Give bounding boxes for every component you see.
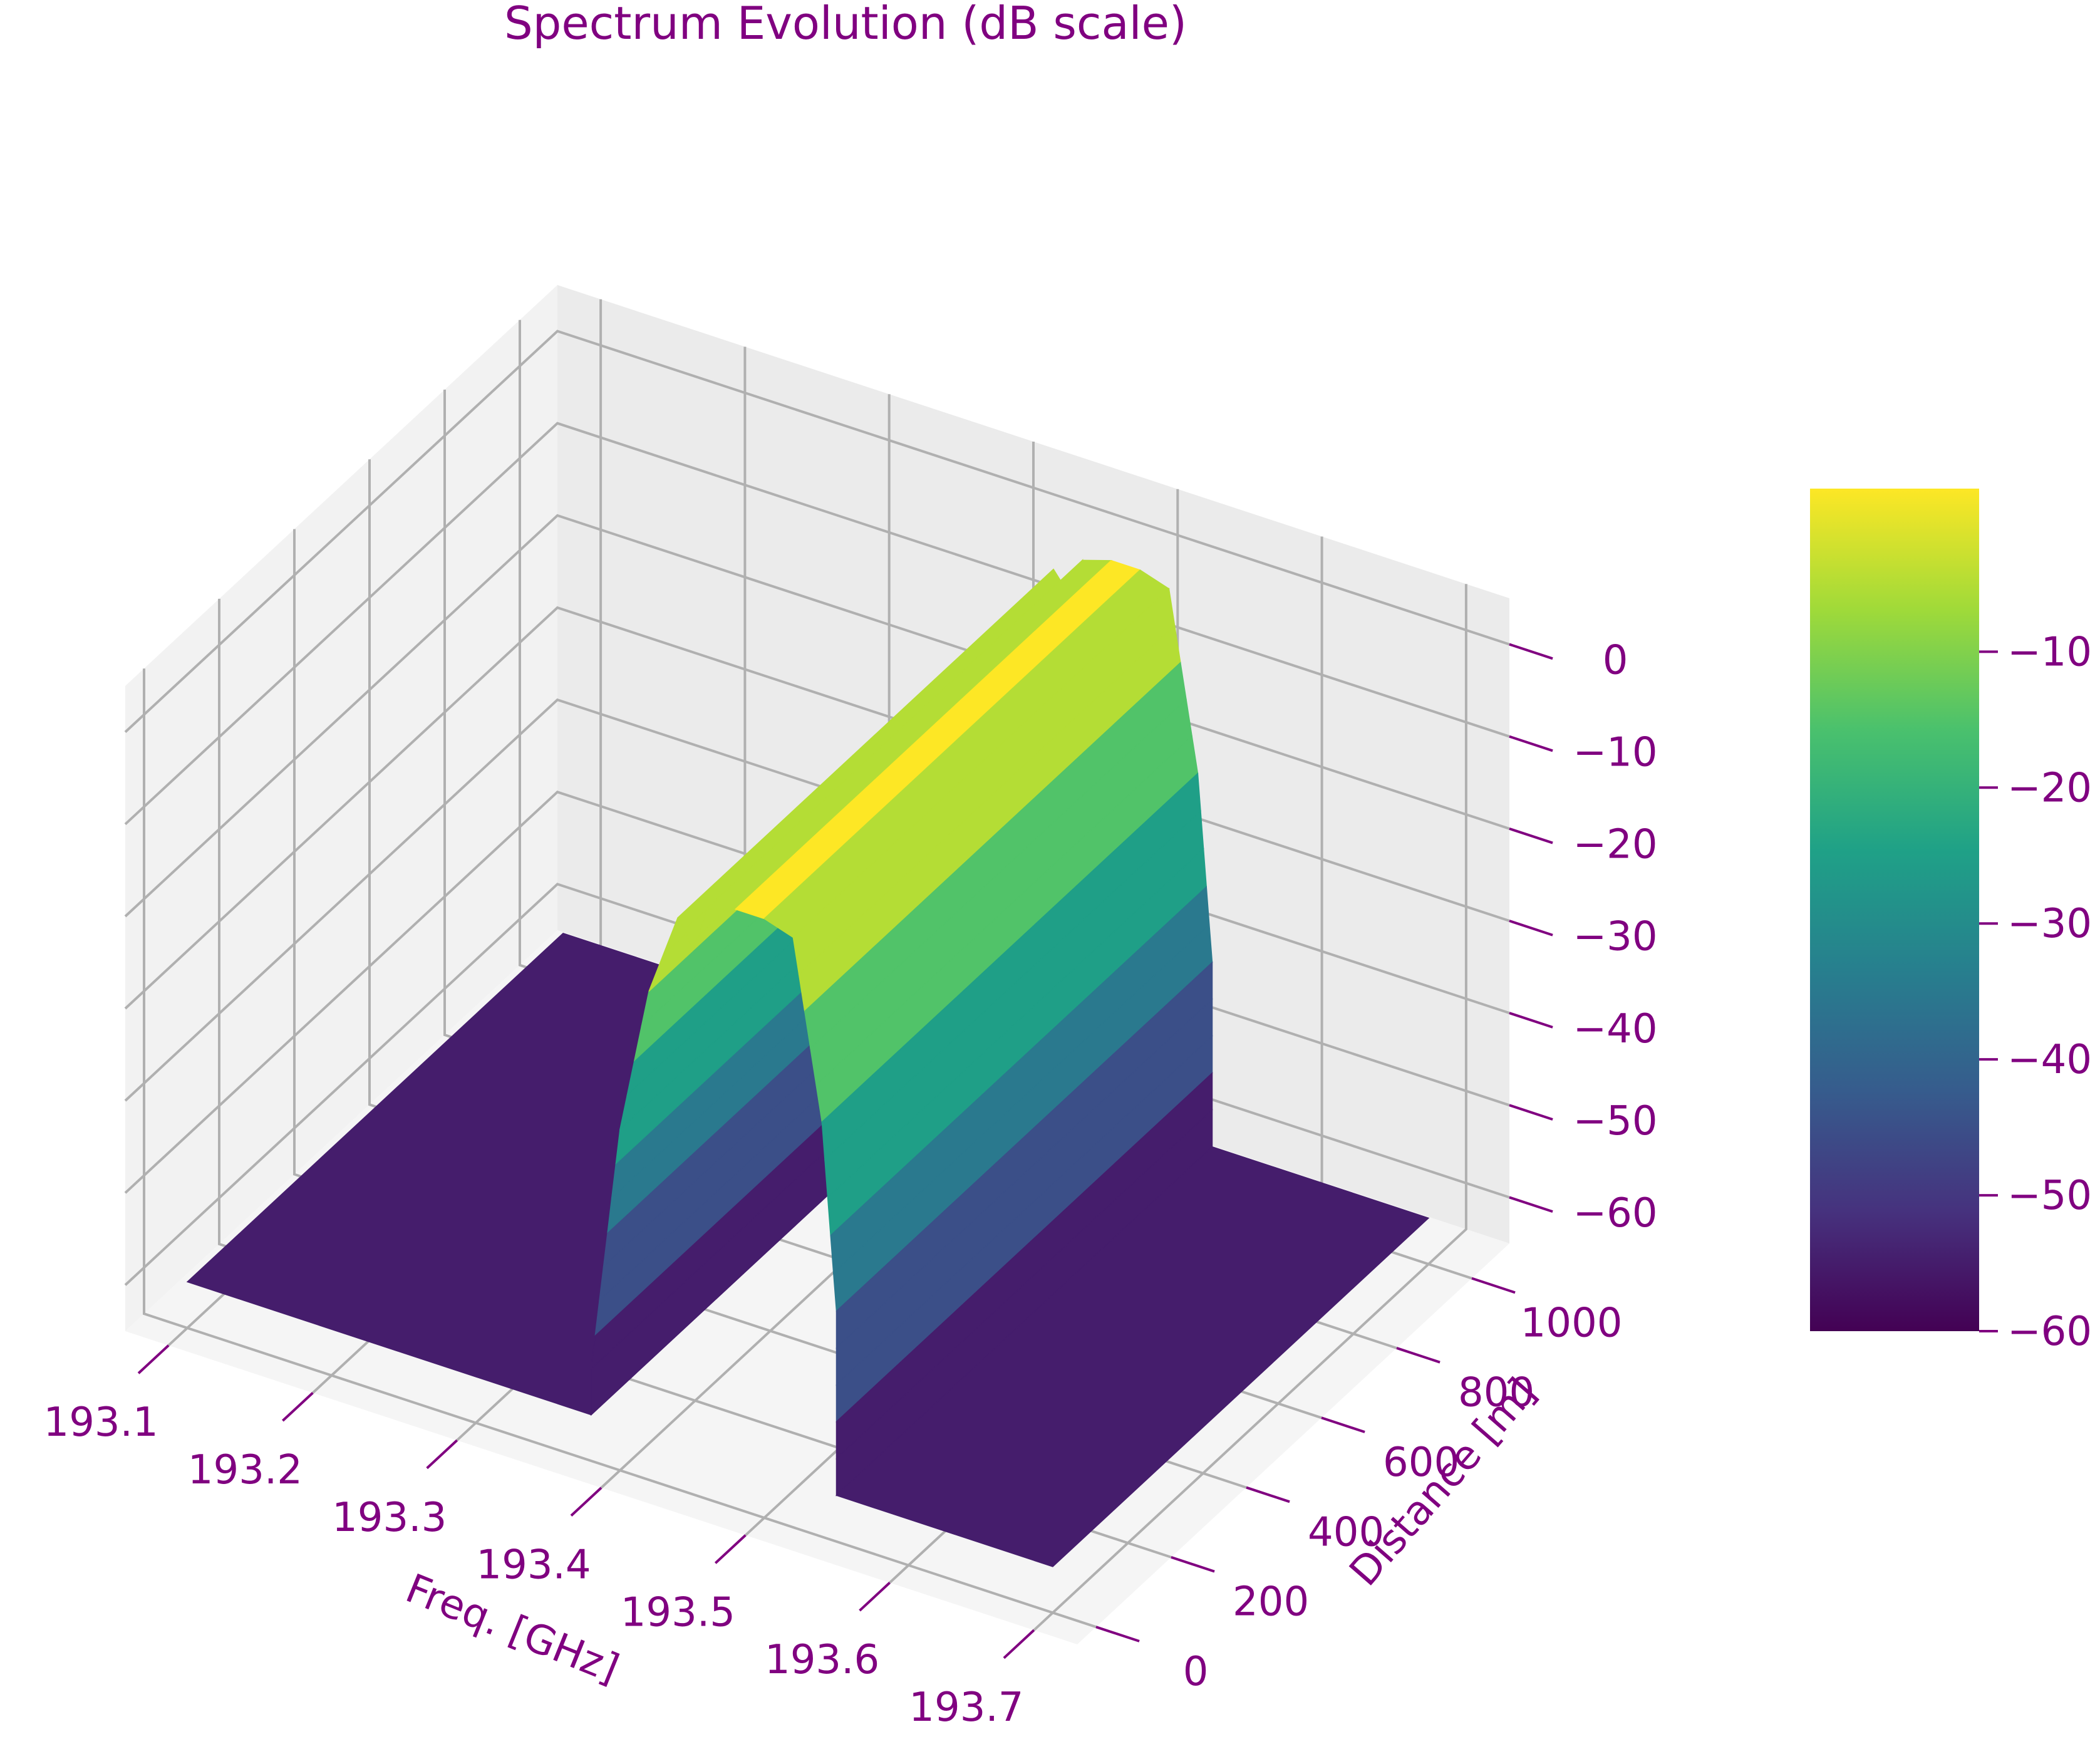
z-tick-mark — [1509, 1196, 1553, 1213]
colorbar-tick-label: −20 — [2007, 765, 2092, 811]
grid-line-z — [124, 422, 1510, 826]
colorbar: −10 −20 −30 −40 −50 −60 — [1810, 489, 2092, 1355]
grid-line-x — [1033, 584, 1467, 1631]
z-tick-label: −10 — [1573, 729, 1658, 776]
grid-line-y — [143, 668, 1097, 1629]
z-tick-mark — [1509, 1104, 1553, 1121]
y-tick-label: 800 — [1458, 1370, 1534, 1416]
y-tick-mark — [1171, 1555, 1215, 1573]
colorbar-tick-label: −40 — [2007, 1037, 2092, 1083]
x-tick-label: 193.1 — [43, 1399, 158, 1446]
x-tick-mark — [426, 1439, 458, 1470]
z-tick-mark — [1509, 827, 1553, 844]
x-tick-label: 193.4 — [476, 1542, 591, 1589]
colorbar-gradient — [1810, 489, 1979, 1331]
y-tick-label: 0 — [1183, 1649, 1209, 1695]
x-tick-mark — [570, 1487, 603, 1517]
z-tick-label: −20 — [1573, 822, 1658, 868]
colorbar-tick-label: −50 — [2007, 1173, 2092, 1219]
y-tick-mark — [1471, 1277, 1516, 1294]
surface-facet — [835, 1146, 1430, 1567]
z-tick-mark — [1509, 1012, 1553, 1029]
y-tick-label: 200 — [1233, 1579, 1309, 1626]
y-tick-mark — [1246, 1486, 1290, 1503]
x-tick-label: 193.3 — [332, 1495, 447, 1541]
x-tick-mark — [1003, 1629, 1035, 1659]
z-tick-label: −40 — [1573, 1006, 1658, 1052]
z-tick-label: −60 — [1573, 1190, 1658, 1237]
x-tick-mark — [714, 1534, 747, 1564]
axis-ticks: 193.1 193.2 193.3 193.4 193.5 193.6 193.7 0 200 4… — [43, 637, 1657, 1730]
z-tick-mark — [1509, 920, 1553, 937]
x-tick-mark — [859, 1582, 891, 1612]
y-tick-label: 400 — [1308, 1509, 1384, 1555]
y-tick-mark — [1095, 1626, 1140, 1642]
colorbar-tick-label: −60 — [2007, 1309, 2092, 1355]
chart-title: Spectrum Evolution (dB scale) — [504, 0, 1187, 49]
y-tick-label: 1000 — [1521, 1300, 1623, 1346]
z-tick-label: 0 — [1603, 637, 1628, 683]
grid-line-z — [124, 330, 1510, 734]
y-axis-label: Distance [m] — [1341, 1369, 1545, 1595]
x-tick-label: 193.6 — [765, 1637, 879, 1683]
z-tick-mark — [1509, 643, 1553, 660]
x-tick-label: 193.5 — [621, 1589, 735, 1636]
y-tick-mark — [1321, 1416, 1365, 1433]
x-tick-mark — [282, 1392, 314, 1422]
grid-line-z — [124, 514, 1510, 918]
x-tick-mark — [137, 1344, 170, 1374]
z-tick-label: −30 — [1573, 914, 1658, 960]
y-tick-mark — [1396, 1347, 1441, 1364]
colorbar-tick-label: −30 — [2007, 901, 2092, 947]
x-tick-label: 193.7 — [909, 1684, 1023, 1731]
z-tick-mark — [1509, 735, 1553, 752]
colorbar-tick-label: −10 — [2007, 629, 2092, 675]
spectrum-surface — [186, 559, 1430, 1567]
x-tick-label: 193.2 — [188, 1447, 303, 1493]
z-tick-label: −50 — [1573, 1098, 1658, 1144]
y-tick-label: 600 — [1383, 1440, 1459, 1486]
